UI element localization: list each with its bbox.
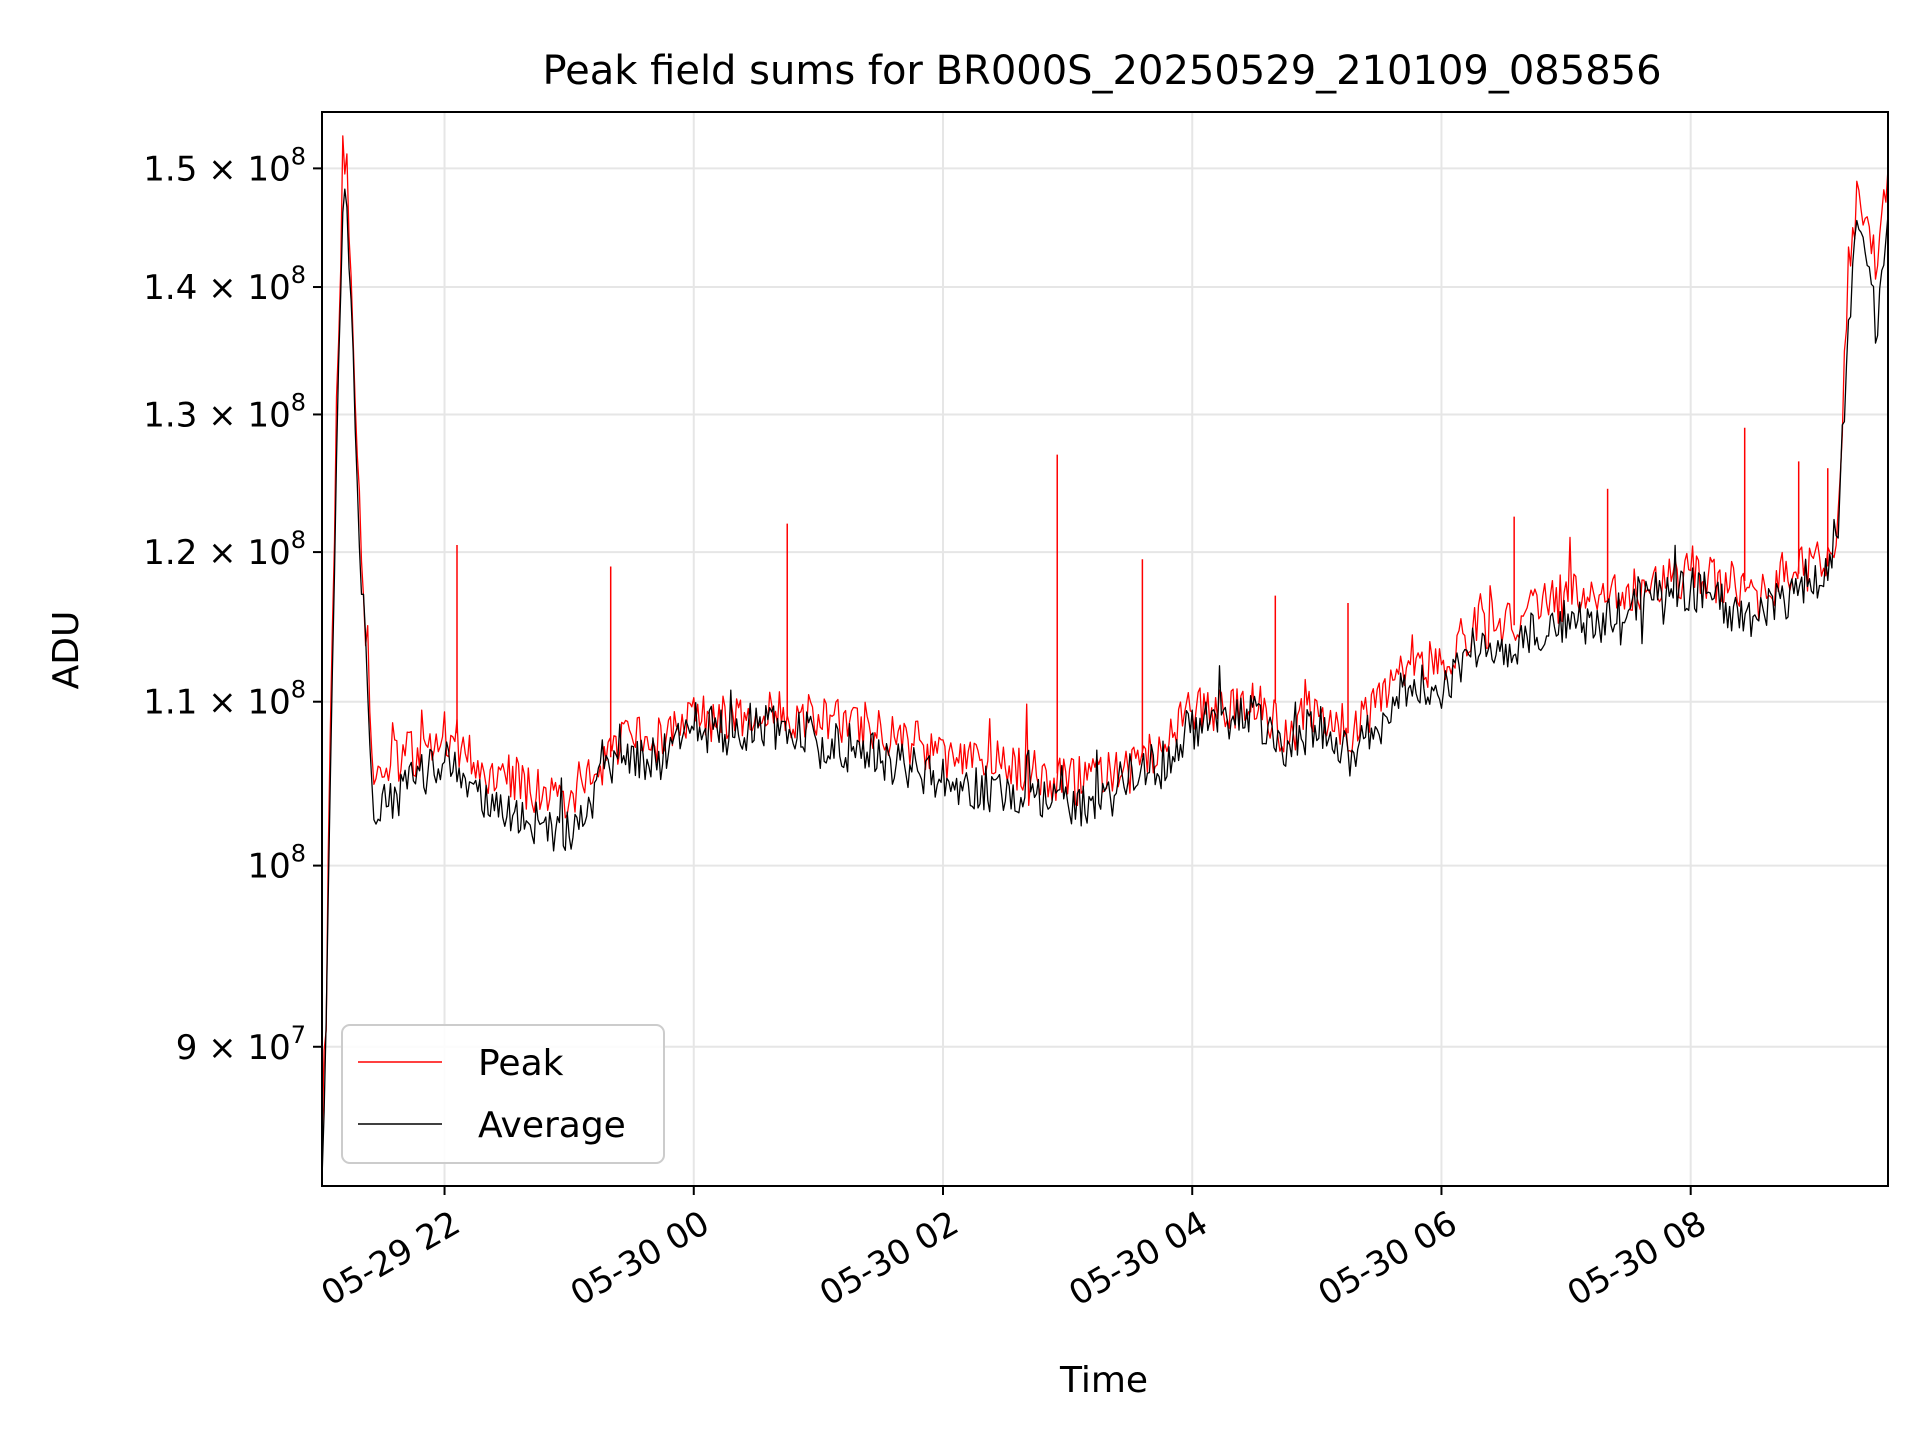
y-tick-label: 9 × 107: [176, 1021, 306, 1068]
legend: Peak Average: [341, 1024, 665, 1164]
y-axis-label: ADU: [46, 611, 87, 690]
legend-label-peak: Peak: [478, 1043, 564, 1084]
series-layer: [322, 135, 1888, 1180]
y-tick-label: 1.3 × 108: [143, 388, 306, 435]
series-line-average: [322, 188, 1888, 1180]
series-line-peak: [322, 135, 1888, 1150]
series-peak: [322, 135, 1888, 1150]
legend-box: [341, 1024, 665, 1164]
plot-frame: [321, 111, 1889, 1187]
legend-label-average: Average: [478, 1105, 626, 1146]
y-tick-label: 108: [247, 840, 306, 887]
series-average: [322, 188, 1888, 1180]
y-tick-label: 1.4 × 108: [143, 261, 306, 308]
y-tick-label: 1.2 × 108: [143, 526, 306, 573]
y-tick-label: 1.1 × 108: [143, 676, 306, 723]
x-axis-label: Time: [1059, 1360, 1148, 1401]
y-tick-label: 1.5 × 108: [143, 142, 306, 189]
grid: [322, 112, 1888, 1186]
chart-title: Peak field sums for BR000S_20250529_2101…: [542, 48, 1661, 94]
